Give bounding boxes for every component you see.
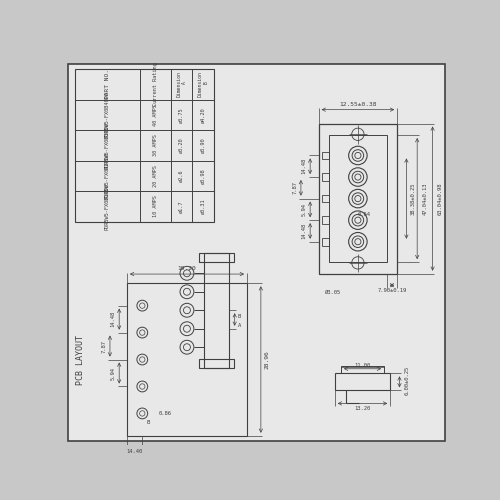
Text: 7.87: 7.87 — [102, 340, 106, 352]
Text: PDR5W5-FX0B20D0: PDR5W5-FX0B20D0 — [105, 152, 110, 200]
Bar — [341, 366, 384, 374]
Text: ø3.98: ø3.98 — [200, 168, 205, 184]
Text: 19.20: 19.20 — [178, 266, 197, 271]
Text: B: B — [238, 314, 241, 319]
Text: A: A — [238, 323, 241, 328]
Text: 0.64: 0.64 — [358, 212, 370, 216]
Bar — [74, 69, 214, 222]
Text: ø3.90: ø3.90 — [200, 138, 205, 154]
Text: 20 AMPS: 20 AMPS — [153, 165, 158, 187]
Text: PDR5W5-FX0B10D0: PDR5W5-FX0B10D0 — [105, 183, 110, 230]
Bar — [198, 359, 234, 368]
Text: 63.04±0.98: 63.04±0.98 — [438, 182, 443, 215]
Text: ø3.20: ø3.20 — [179, 138, 184, 154]
Text: 40 AMPS: 40 AMPS — [153, 104, 158, 126]
Text: 5.94: 5.94 — [302, 203, 306, 216]
Text: 6.00±0.25: 6.00±0.25 — [404, 366, 409, 395]
Bar — [204, 252, 229, 368]
Text: ø2.6: ø2.6 — [179, 170, 184, 182]
Text: 5.94: 5.94 — [110, 366, 116, 380]
Bar — [329, 135, 387, 262]
Text: ø4.20: ø4.20 — [200, 107, 205, 123]
Text: 12.55±0.38: 12.55±0.38 — [339, 102, 376, 107]
Text: ø3.75: ø3.75 — [179, 107, 184, 123]
Text: 14.40: 14.40 — [126, 450, 142, 454]
Text: 28.96: 28.96 — [264, 350, 270, 369]
Text: 11.00: 11.00 — [354, 363, 370, 368]
Text: 14.48: 14.48 — [302, 158, 306, 174]
Bar — [322, 238, 329, 246]
Text: 7.87: 7.87 — [292, 182, 297, 194]
Bar — [322, 152, 329, 160]
Text: 38.38±0.25: 38.38±0.25 — [411, 182, 416, 215]
Text: ø1.7: ø1.7 — [179, 200, 184, 212]
Text: B: B — [147, 420, 150, 425]
Text: 47.04±0.13: 47.04±0.13 — [422, 182, 428, 215]
Text: 14.48: 14.48 — [110, 311, 116, 327]
Text: PART NO.: PART NO. — [105, 70, 110, 100]
Text: 30 AMPS: 30 AMPS — [153, 134, 158, 156]
Bar — [198, 252, 234, 262]
Text: 0.86: 0.86 — [159, 411, 172, 416]
Bar — [322, 194, 329, 202]
Text: PCB LAYOUT: PCB LAYOUT — [76, 334, 85, 384]
Bar — [322, 173, 329, 181]
Text: Ø3.05: Ø3.05 — [325, 290, 342, 294]
Text: 7.90±0.19: 7.90±0.19 — [378, 288, 406, 293]
Text: PDR5W5-FX0B30D0: PDR5W5-FX0B30D0 — [105, 122, 110, 169]
Text: Dimension
 B: Dimension B — [198, 72, 208, 98]
Text: PDR5W5-FX0B40D0: PDR5W5-FX0B40D0 — [105, 92, 110, 138]
Text: ø3.31: ø3.31 — [200, 198, 205, 214]
Text: Dimension
 A: Dimension A — [176, 72, 187, 98]
Bar — [322, 216, 329, 224]
Bar — [127, 284, 247, 436]
Text: 13.20: 13.20 — [354, 406, 370, 412]
Text: Current Rating: Current Rating — [153, 62, 158, 106]
Text: 10 AMPS: 10 AMPS — [153, 196, 158, 218]
Bar — [335, 374, 390, 390]
Bar — [318, 124, 397, 274]
Text: 14.48: 14.48 — [302, 223, 306, 239]
